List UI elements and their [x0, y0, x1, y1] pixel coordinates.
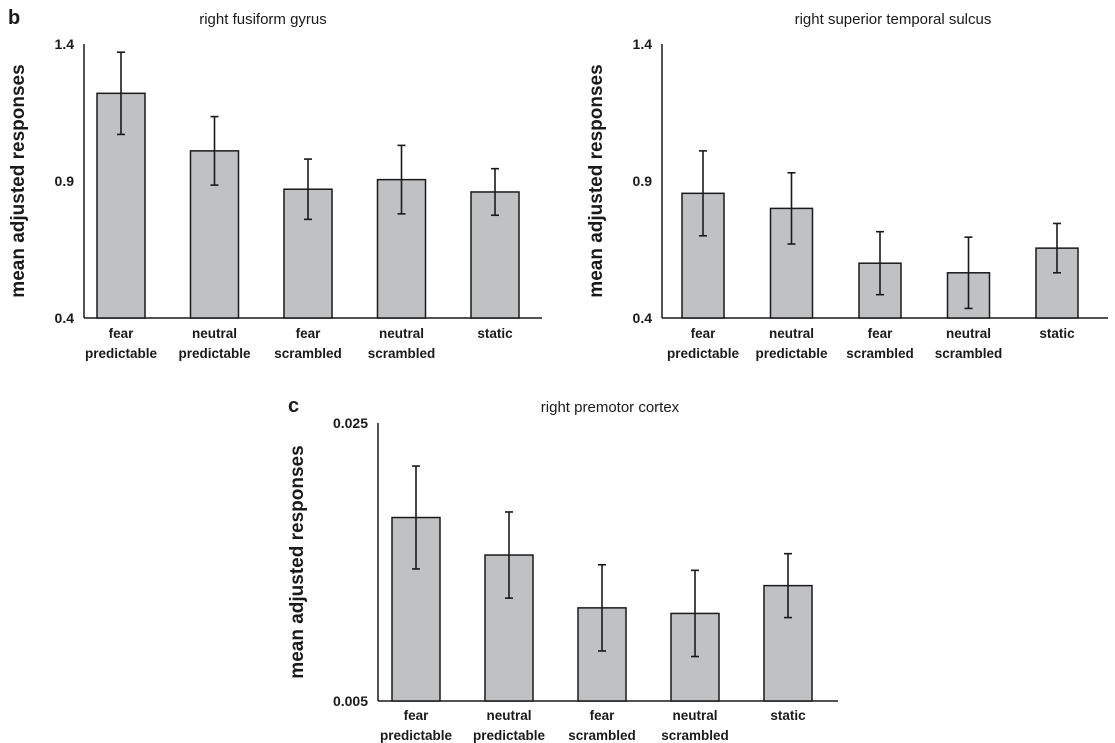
x-tick-label: predictable [380, 728, 453, 743]
error-bar-neutral-predictable [210, 115, 219, 186]
x-tick-label: fear [691, 326, 717, 341]
x-tick-label: neutral [769, 326, 814, 341]
x-tick-label: static [477, 326, 513, 341]
y-tick-label: 1.4 [633, 36, 653, 52]
x-tick-label: predictable [178, 346, 251, 361]
error-bar-fear-predictable [117, 51, 125, 136]
x-tick-label: neutral [672, 708, 717, 723]
y-tick-label: 0.025 [333, 415, 368, 431]
error-bar-neutral-predictable [787, 171, 796, 245]
x-tick-label: fear [296, 326, 322, 341]
error-bar-static [491, 167, 499, 217]
x-tick-label: predictable [473, 728, 546, 743]
x-tick-label: fear [109, 326, 135, 341]
x-tick-label: scrambled [368, 346, 436, 361]
x-tick-label: neutral [192, 326, 237, 341]
error-bar-fear-predictable [412, 465, 420, 570]
error-bar-fear-predictable [699, 150, 707, 237]
x-tick-label: fear [868, 326, 894, 341]
y-axis-label: mean adjusted responses [8, 64, 29, 297]
x-tick-label: neutral [379, 326, 424, 341]
x-tick-label: predictable [755, 346, 828, 361]
chart-title: right fusiform gyrus [199, 11, 327, 28]
y-tick-label: 0.9 [633, 173, 653, 189]
x-tick-label: scrambled [568, 728, 636, 743]
x-tick-label: neutral [486, 708, 531, 723]
error-bar-static [784, 552, 792, 619]
x-tick-label: scrambled [274, 346, 342, 361]
x-tick-label: neutral [946, 326, 991, 341]
x-tick-label: fear [590, 708, 616, 723]
y-tick-label: 0.005 [333, 693, 368, 709]
x-tick-label: scrambled [935, 346, 1003, 361]
x-tick-label: static [770, 708, 806, 723]
y-tick-label: 1.4 [55, 36, 75, 52]
chart-title: right premotor cortex [541, 399, 680, 416]
x-tick-label: predictable [667, 346, 740, 361]
error-bar-fear-scrambled [304, 158, 312, 221]
y-tick-label: 0.9 [55, 173, 75, 189]
x-tick-label: scrambled [846, 346, 914, 361]
error-bar-fear-scrambled [598, 563, 606, 652]
panel-letter: b [8, 7, 20, 29]
chart-panel-right-premotor-cortex: c right premotor cortex mean adjusted resp… [287, 395, 838, 743]
x-tick-label: predictable [85, 346, 158, 361]
x-tick-label: scrambled [661, 728, 729, 743]
y-tick-label: 0.4 [633, 310, 653, 326]
y-axis-label: mean adjusted responses [287, 445, 308, 678]
chart-panel-right-superior-temporal-sulcus: right superior temporal sulcus mean adjus… [586, 11, 1108, 361]
error-bar-neutral-scrambled [691, 569, 699, 658]
x-tick-label: static [1039, 326, 1075, 341]
error-bar-fear-scrambled [876, 230, 884, 296]
error-bar-static [1053, 222, 1061, 274]
error-bar-neutral-scrambled [397, 144, 406, 215]
bar-neutral-predictable [189, 150, 240, 319]
panel-letter: c [288, 395, 299, 417]
error-bar-neutral-predictable [505, 511, 513, 599]
error-bar-neutral-scrambled [964, 236, 973, 310]
chart-title: right superior temporal sulcus [795, 11, 992, 28]
x-tick-label: fear [404, 708, 430, 723]
chart-panel-right-fusiform-gyrus: b right fusiform gyrus mean adjusted respo… [8, 7, 542, 361]
y-axis-label: mean adjusted responses [586, 64, 607, 297]
y-tick-label: 0.4 [55, 310, 75, 326]
